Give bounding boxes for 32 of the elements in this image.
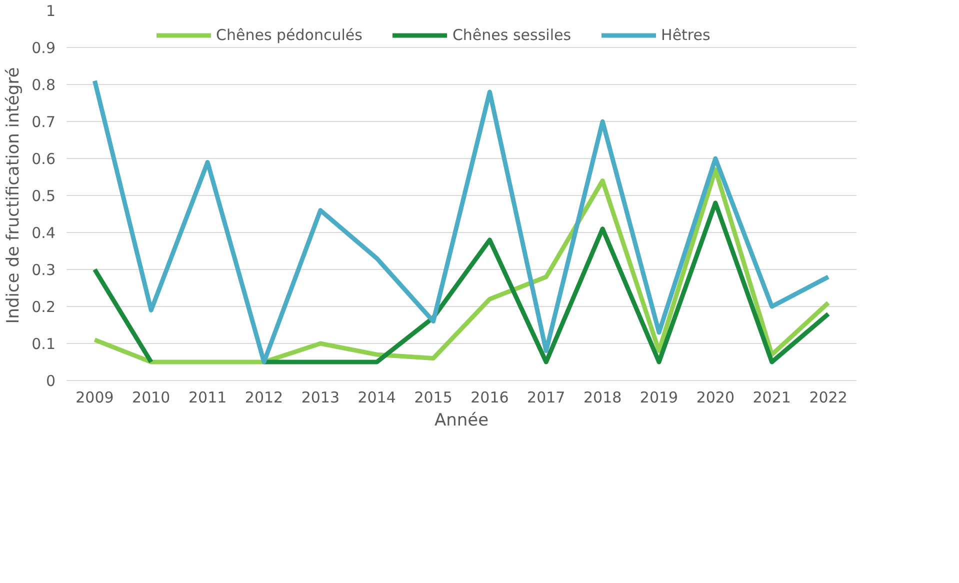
x-tick-label: 2017	[527, 388, 566, 406]
x-tick-label: 2012	[244, 388, 284, 406]
x-tick-label: 2009	[76, 388, 114, 406]
x-tick-label: 2014	[358, 388, 396, 406]
y-tick-label: 0	[46, 372, 56, 390]
y-tick-label: 0.9	[32, 39, 56, 57]
legend-label: Chênes sessiles	[452, 26, 572, 44]
y-tick-label: 1	[46, 2, 56, 20]
x-tick-label: 2015	[414, 388, 452, 406]
y-tick-label: 0.3	[32, 261, 56, 279]
x-tick-label: 2011	[188, 388, 227, 406]
x-tick-label: 2021	[752, 388, 791, 406]
y-tick-label: 0.6	[32, 150, 56, 168]
x-tick-label: 2018	[583, 388, 622, 406]
x-axis-title: Année	[434, 410, 489, 430]
y-tick-label: 0.2	[32, 298, 56, 316]
x-tick-label: 2019	[640, 388, 678, 406]
legend-label: Chênes pédonculés	[216, 26, 362, 44]
y-axis-title: Indice de fructification intégré	[4, 67, 24, 324]
line-series	[92, 167, 831, 364]
line-series	[92, 78, 831, 364]
y-tick-label: 0.5	[32, 187, 56, 205]
x-tick-label: 2013	[301, 388, 340, 406]
y-tick-label: 0.8	[32, 76, 56, 94]
y-tick-label: 0.7	[32, 113, 56, 131]
legend-label: Hêtres	[661, 26, 710, 44]
x-tick-label: 2022	[809, 388, 848, 406]
x-tick-label: 2016	[470, 388, 509, 406]
y-tick-label: 0.4	[32, 224, 56, 242]
x-tick-label: 2020	[696, 388, 735, 406]
x-tick-label: 2010	[132, 388, 170, 406]
y-tick-label: 0.1	[32, 335, 56, 353]
